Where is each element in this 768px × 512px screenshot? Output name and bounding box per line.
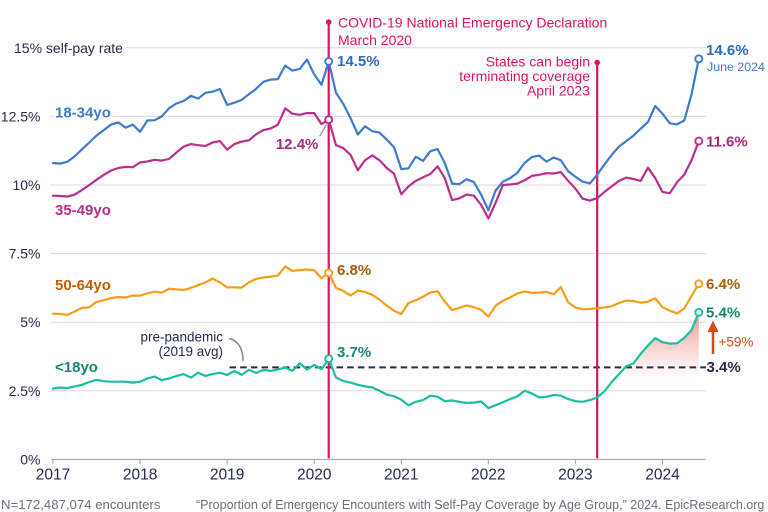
svg-text:5.4%: 5.4% — [706, 305, 740, 322]
svg-text:“Proportion of Emergency Encou: “Proportion of Emergency Encounters with… — [196, 498, 764, 512]
svg-text:3.4%: 3.4% — [707, 359, 741, 376]
svg-text:April 2023: April 2023 — [527, 82, 590, 98]
svg-text:pre-pandemic: pre-pandemic — [140, 330, 223, 345]
svg-text:6.4%: 6.4% — [706, 276, 740, 293]
svg-text:10%: 10% — [12, 177, 40, 193]
svg-text:14.5%: 14.5% — [337, 53, 380, 70]
svg-text:2022: 2022 — [471, 467, 505, 484]
svg-text:5%: 5% — [20, 314, 40, 330]
svg-text:35-49yo: 35-49yo — [55, 202, 111, 219]
svg-text:2017: 2017 — [36, 467, 70, 484]
svg-text:2.5%: 2.5% — [9, 383, 41, 399]
svg-text:March 2020: March 2020 — [338, 32, 412, 48]
svg-text:15% self-pay rate: 15% self-pay rate — [14, 40, 123, 56]
svg-text:50-64yo: 50-64yo — [55, 277, 111, 294]
svg-text:11.6%: 11.6% — [706, 133, 748, 150]
svg-text:2023: 2023 — [558, 467, 592, 484]
svg-text:+59%: +59% — [719, 334, 754, 349]
svg-text:<18yo: <18yo — [55, 359, 98, 376]
svg-text:June 2024: June 2024 — [707, 60, 765, 74]
svg-text:6.8%: 6.8% — [337, 262, 371, 279]
svg-text:2020: 2020 — [297, 467, 332, 484]
svg-text:12.4%: 12.4% — [276, 136, 319, 153]
svg-text:2021: 2021 — [384, 467, 418, 484]
svg-text:7.5%: 7.5% — [9, 246, 41, 262]
svg-text:(2019 avg): (2019 avg) — [158, 344, 223, 359]
svg-text:2024: 2024 — [645, 467, 680, 484]
svg-text:0%: 0% — [20, 451, 40, 467]
svg-text:18-34yo: 18-34yo — [55, 105, 111, 122]
svg-text:terminating coverage: terminating coverage — [459, 68, 590, 84]
svg-text:2019: 2019 — [210, 467, 244, 484]
svg-text:N=172,487,074 encounters: N=172,487,074 encounters — [1, 497, 161, 512]
svg-text:14.6%: 14.6% — [706, 42, 749, 59]
svg-text:2018: 2018 — [123, 467, 157, 484]
svg-text:3.7%: 3.7% — [337, 344, 371, 361]
svg-text:States can begin: States can begin — [486, 53, 590, 69]
svg-text:COVID-19 National Emergency De: COVID-19 National Emergency Declaration — [338, 14, 607, 30]
svg-text:12.5%: 12.5% — [1, 108, 41, 124]
